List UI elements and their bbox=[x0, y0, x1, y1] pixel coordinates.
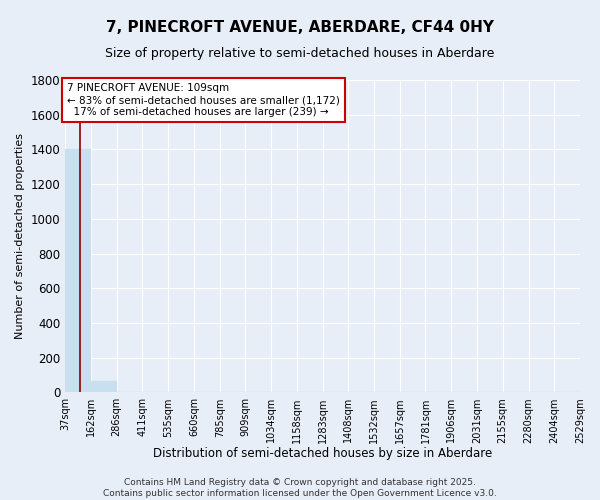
Text: Contains HM Land Registry data © Crown copyright and database right 2025.
Contai: Contains HM Land Registry data © Crown c… bbox=[103, 478, 497, 498]
Y-axis label: Number of semi-detached properties: Number of semi-detached properties bbox=[15, 133, 25, 339]
Bar bbox=[65, 150, 91, 392]
Text: 7 PINECROFT AVENUE: 109sqm
← 83% of semi-detached houses are smaller (1,172)
  1: 7 PINECROFT AVENUE: 109sqm ← 83% of semi… bbox=[67, 84, 340, 116]
Bar bbox=[91, 381, 116, 392]
X-axis label: Distribution of semi-detached houses by size in Aberdare: Distribution of semi-detached houses by … bbox=[153, 447, 492, 460]
Text: 7, PINECROFT AVENUE, ABERDARE, CF44 0HY: 7, PINECROFT AVENUE, ABERDARE, CF44 0HY bbox=[106, 20, 494, 35]
Text: Size of property relative to semi-detached houses in Aberdare: Size of property relative to semi-detach… bbox=[106, 48, 494, 60]
